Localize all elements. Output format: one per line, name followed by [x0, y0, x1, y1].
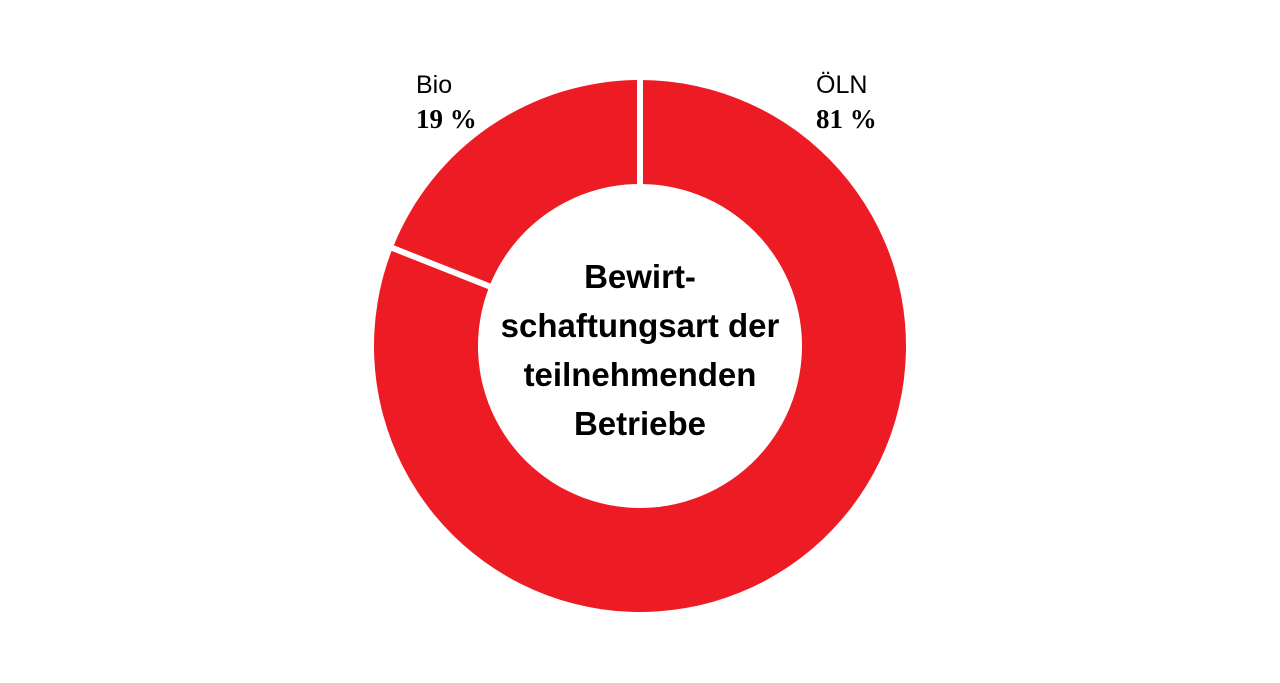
chart-title-line-2: schaftungsart der: [501, 307, 780, 344]
slice-separator: [389, 244, 493, 290]
label-bio-value: 19 %: [416, 104, 477, 134]
slice-bio: [392, 80, 640, 287]
chart-title-line-4: Betriebe: [574, 405, 706, 442]
separators-group: [389, 78, 643, 290]
chart-title-line-3: teilnehmenden: [524, 356, 757, 393]
label-bio-name: Bio: [416, 71, 452, 99]
label-oeln-name: ÖLN: [816, 71, 867, 99]
label-oeln-value: 81 %: [816, 104, 877, 134]
chart-title-line-1: Bewirt-: [584, 258, 696, 295]
slices-group: [373, 80, 906, 612]
slice-oeln: [373, 80, 906, 612]
